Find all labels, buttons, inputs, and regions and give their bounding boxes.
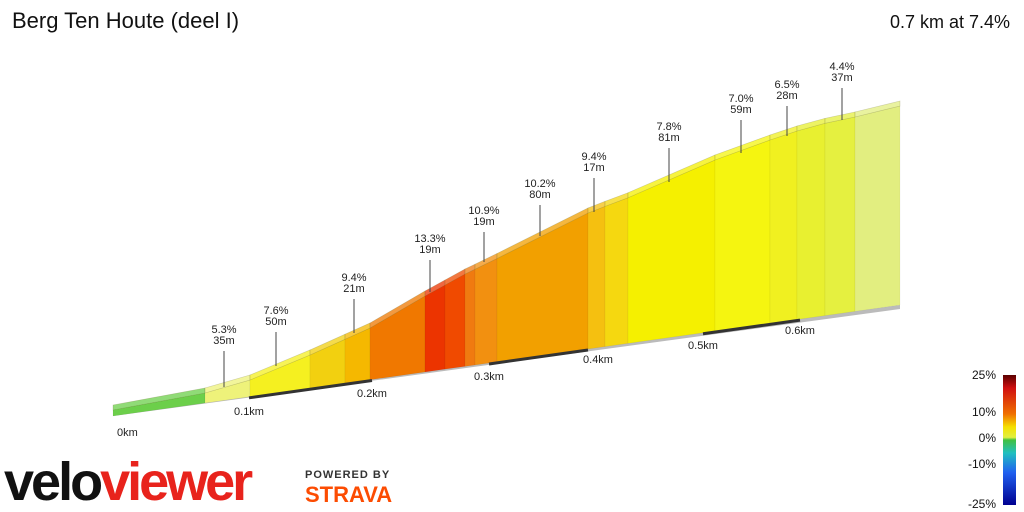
segment-grade: 5.3% [211, 324, 236, 336]
legend-gradient [1003, 375, 1016, 505]
profile-segment [604, 197, 629, 347]
profile: 0km 0.1km 0.2km 0.3km 0.4km 0.5km 0.6km [112, 100, 901, 439]
profile-segment [464, 268, 476, 367]
legend-label: 10% [972, 405, 996, 419]
segment-grade: 9.4% [341, 272, 366, 284]
logo-viewer: viewer [100, 452, 253, 512]
distance-label: 0.3km [474, 371, 504, 383]
profile-top [854, 100, 901, 118]
logo-velo: velo [4, 452, 101, 512]
distance-label: 0.6km [785, 325, 815, 337]
distance-label: 0.4km [583, 354, 613, 366]
legend-label: -10% [968, 457, 996, 471]
segment-length: 28m [776, 90, 797, 102]
logo: veloviewer [4, 452, 253, 512]
profile-segment [824, 116, 856, 316]
segment-length: 81m [658, 132, 679, 144]
distance-label: 0.5km [688, 340, 718, 352]
km-dash [702, 318, 801, 336]
segment-length: 21m [343, 283, 364, 295]
km-dash [488, 348, 589, 366]
segment-grade: 9.4% [581, 151, 606, 163]
segment-labels: 5.3%35m7.6%50m9.4%21m13.3%19m10.9%19m10.… [211, 61, 855, 387]
distance-label: 0.1km [234, 406, 264, 418]
segment-grade: 10.2% [524, 178, 555, 190]
profile-segment [854, 105, 901, 312]
legend-label: 0% [979, 431, 997, 445]
segment-length: 50m [265, 316, 286, 328]
segment-length: 17m [583, 162, 604, 174]
segment-length: 35m [213, 335, 234, 347]
profile-segment [796, 123, 826, 320]
title: Berg Ten Houte (deel I) [12, 8, 239, 33]
legend-label: 25% [972, 368, 996, 382]
segment-length: 80m [529, 189, 550, 201]
segment-grade: 4.4% [829, 61, 854, 73]
segment-length: 59m [730, 104, 751, 116]
profile-segment [714, 139, 771, 332]
distance-label: 0km [117, 427, 138, 439]
segment-grade: 13.3% [414, 233, 445, 245]
strava: STRAVA [305, 482, 392, 507]
segment-grade: 7.6% [263, 305, 288, 317]
powered-by: POWERED BY [305, 469, 390, 481]
profile-segment [444, 273, 466, 370]
segment-length: 19m [473, 216, 494, 228]
profile-segment [587, 206, 606, 350]
segment-grade: 7.8% [656, 121, 681, 133]
legend: 25% 10% 0% -10% -25% [968, 368, 996, 511]
profile-segment [474, 258, 498, 366]
distance-label: 0.2km [357, 388, 387, 400]
segment-length: 37m [831, 72, 852, 84]
legend-label: -25% [968, 497, 996, 511]
km-dash [248, 378, 373, 400]
segment-grade: 10.9% [468, 205, 499, 217]
profile-segment [769, 130, 798, 324]
segment-length: 19m [419, 244, 440, 256]
profile-segment [424, 284, 446, 373]
segment-grade: 6.5% [774, 79, 799, 91]
summary: 0.7 km at 7.4% [890, 12, 1010, 32]
segment-grade: 7.0% [728, 93, 753, 105]
